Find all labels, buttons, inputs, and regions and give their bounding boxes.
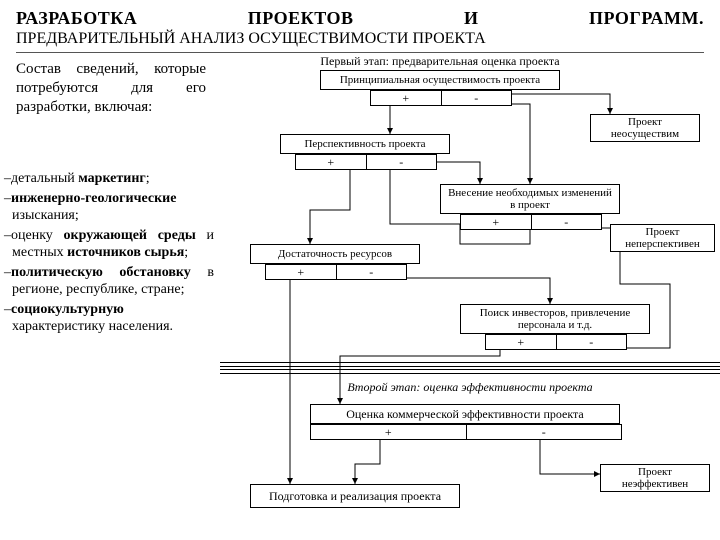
title-rule <box>16 52 704 53</box>
bullet-item: –инженерно-геологические изыскания; <box>4 190 214 225</box>
node-prep: Подготовка и реализация проекта <box>250 484 460 508</box>
section-divider <box>220 362 720 367</box>
section-divider <box>220 369 720 374</box>
node-out_infeas: Проект неосуществим <box>590 114 700 142</box>
bullet-item: –социокультурную характеристику населени… <box>4 301 214 336</box>
plusminus-change: +- <box>460 214 602 230</box>
plusminus-invest: +- <box>485 334 627 350</box>
node-comm: Оценка коммерческой эффективности проект… <box>310 404 620 424</box>
plusminus-persp: +- <box>295 154 437 170</box>
node-invest: Поиск инвесторов, привлечение персонала … <box>460 304 650 334</box>
flow-diagram: Первый этап: предварительная оценка прое… <box>220 54 720 540</box>
intro-text: Состав сведений, которые потребуются для… <box>16 60 206 116</box>
node-res: Достаточность ресурсов <box>250 244 420 264</box>
bullet-item: –политическую обстановку в регионе, респ… <box>4 264 214 299</box>
node-persp: Перспективность проекта <box>280 134 450 154</box>
plusminus-res: +- <box>265 264 407 280</box>
node-change: Внесение необходимых изменений в проект <box>440 184 620 214</box>
plusminus-feas: +- <box>370 90 512 106</box>
node-out_nopersp: Проект неперспективен <box>610 224 715 252</box>
bullet-item: –оценку окружающей среды и местных источ… <box>4 227 214 262</box>
plusminus-comm: +- <box>310 424 622 440</box>
bullet-item: –детальный маркетинг; <box>4 170 214 188</box>
bullet-list: –детальный маркетинг; –инженерно-геологич… <box>4 170 214 338</box>
title-line-1: РАЗРАБОТКА ПРОЕКТОВ И ПРОГРАММ. <box>16 8 704 29</box>
node-out_noeff: Проект неэффективен <box>600 464 710 492</box>
node-feas: Принципиальная осуществимость проекта <box>320 70 560 90</box>
title-line-2: ПРЕДВАРИТЕЛЬНЫЙ АНАЛИЗ ОСУЩЕСТВИМОСТИ ПР… <box>16 30 704 48</box>
